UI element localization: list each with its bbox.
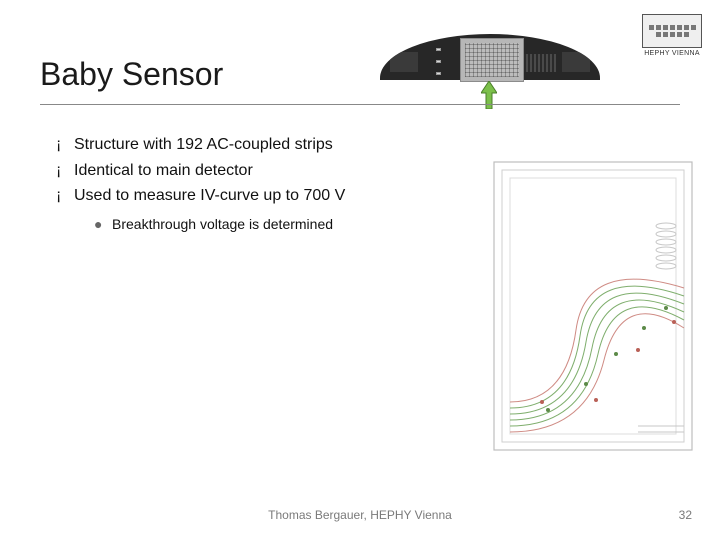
bullet-marker-icon: ¡ (56, 134, 74, 156)
bullet-text: Identical to main detector (74, 160, 253, 182)
bullet-text: Used to measure IV-curve up to 700 V (74, 185, 345, 207)
sub-bullet-marker-icon: ● (94, 215, 112, 234)
bullet-text: Structure with 192 AC-coupled strips (74, 134, 333, 156)
bullet-marker-icon: ¡ (56, 160, 74, 182)
title-underline (40, 104, 680, 105)
sensor-photo (380, 20, 600, 86)
sensor-layout-diagram (488, 156, 698, 456)
bullet-item: ¡ Structure with 192 AC-coupled strips (56, 134, 476, 156)
bullet-item: ¡ Identical to main detector (56, 160, 476, 182)
footer-page-number: 32 (679, 508, 692, 522)
logo-label: HEPHY VIENNA (642, 50, 702, 57)
bullet-item: ¡ Used to measure IV-curve up to 700 V (56, 185, 476, 207)
bullet-marker-icon: ¡ (56, 185, 74, 207)
sub-bullet-list: ● Breakthrough voltage is determined (94, 215, 476, 234)
sub-bullet-item: ● Breakthrough voltage is determined (94, 215, 476, 234)
footer-author: Thomas Bergauer, HEPHY Vienna (0, 508, 720, 522)
sub-bullet-text: Breakthrough voltage is determined (112, 215, 333, 234)
sensor-chip-icon (460, 38, 524, 82)
bullet-list: ¡ Structure with 192 AC-coupled strips ¡… (56, 134, 476, 238)
logo-building-icon (642, 14, 702, 48)
slide: HEPHY VIENNA Baby Sensor ¡ Structure wit… (0, 0, 720, 540)
institute-logo: HEPHY VIENNA (642, 14, 702, 57)
slide-title: Baby Sensor (40, 56, 223, 93)
